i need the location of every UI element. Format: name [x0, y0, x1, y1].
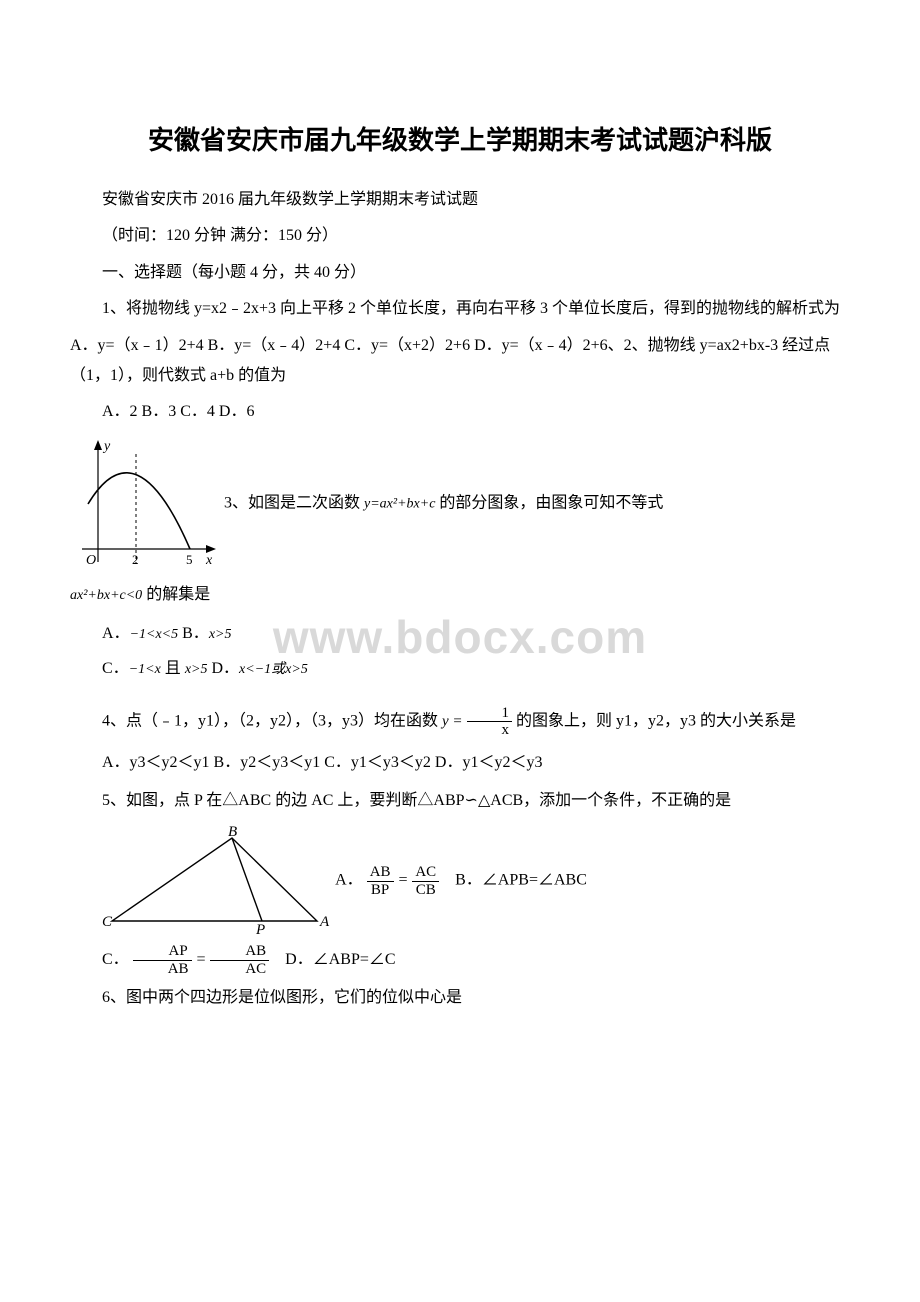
subtitle: 安徽省安庆市 2016 届九年级数学上学期期末考试试题 [70, 185, 850, 215]
question-3-options-cd: C．−1<x 且 x>5 D．x<−1或x>5 [70, 651, 850, 686]
vertex-a: A [319, 914, 330, 930]
parabola-figure: y x O 2 5 [70, 434, 220, 574]
origin-label: O [86, 553, 96, 568]
frac-ap-ab: AP AB [133, 943, 192, 977]
frac-1-x: 1 x [467, 705, 513, 739]
section-heading: 一、选择题（每小题 4 分，共 40 分） [70, 258, 850, 288]
opt-b-expr: x>5 [209, 627, 232, 642]
opt-c-expr2: x>5 [185, 662, 208, 677]
opt-c-pre: C． [102, 660, 129, 677]
frac-den: BP [367, 882, 394, 899]
question-3-text-a: 3、如图是二次函数 [224, 494, 360, 511]
opt-d-expr: x<−1或x>5 [239, 662, 308, 677]
frac-den: x [467, 722, 513, 739]
opt-a-expr: −1<x<5 [130, 627, 179, 642]
frac-num: AC [412, 864, 439, 882]
question-5-options-cd: C． AP AB = AB AC D．∠ABP=∠C [70, 942, 850, 977]
question-3-row2: ax²+bx+c<0 的解集是 [70, 580, 850, 610]
expr-y1x-lhs: y = [442, 713, 463, 729]
question-1-options: A．y=（x﹣1）2+4 B．y=（x﹣4）2+4 C．y=（x+2）2+6 D… [70, 331, 850, 392]
q5-opt-d: D．∠ABP=∠C [285, 951, 395, 968]
tick-2: 2 [132, 552, 139, 567]
question-3-options-ab: A．−1<x<5 B．x>5 [70, 616, 850, 651]
eq-sign: = [196, 951, 211, 968]
question-4-row: 4、点（﹣1，y1），（2，y2），（3，y3）均在函数 y = 1 x 的图象… [70, 705, 850, 739]
frac-den: AB [133, 961, 192, 978]
x-axis-label: x [205, 553, 213, 568]
vertex-p: P [255, 922, 265, 936]
question-5: 5、如图，点 P 在△ABC 的边 AC 上，要判断△ABP∽△ACB，添加一个… [70, 786, 850, 816]
question-6: 6、图中两个四边形是位似图形，它们的位似中心是 [70, 983, 850, 1013]
expr-yabc: y=ax²+bx+c [364, 496, 435, 511]
frac-ac-cb: AC CB [412, 864, 439, 898]
frac-num: AB [367, 864, 394, 882]
opt-d-pre: D． [211, 660, 239, 677]
opt-b-pre: B． [182, 625, 209, 642]
frac-num: AP [133, 943, 192, 961]
frac-num: 1 [467, 705, 513, 723]
eq-sign: = [398, 872, 413, 889]
question-3-text-c: 的解集是 [146, 586, 210, 603]
y-axis-label: y [102, 439, 111, 454]
frac-ab-bp: AB BP [367, 864, 394, 898]
question-1: 1、将抛物线 y=x2﹣2x+3 向上平移 2 个单位长度，再向右平移 3 个单… [70, 294, 850, 324]
opt-c-expr1: −1<x [129, 662, 161, 677]
question-5-fig-row: C A B P A． AB BP = AC CB B．∠APB=∠ABC [70, 826, 850, 936]
page-title: 安徽省安庆市届九年级数学上学期期末考试试题沪科版 [70, 120, 850, 157]
frac-den: CB [412, 882, 439, 899]
question-3-row: y x O 2 5 3、如图是二次函数 y=ax²+bx+c 的部分图象，由图象… [70, 434, 850, 574]
question-4-text-a: 4、点（﹣1，y1），（2，y2），（3，y3）均在函数 [102, 712, 438, 729]
frac-ab-ac: AB AC [210, 943, 269, 977]
tick-5: 5 [186, 552, 193, 567]
opt-a-pre: A． [102, 625, 130, 642]
opt-c-mid: 且 [161, 660, 185, 677]
q5-opt-b: B．∠APB=∠ABC [455, 872, 587, 889]
question-4-text-b: 的图象上，则 y1，y2，y3 的大小关系是 [516, 712, 796, 729]
vertex-c: C [102, 914, 113, 930]
question-3-text-b: 的部分图象，由图象可知不等式 [439, 494, 663, 511]
frac-num: AB [210, 943, 269, 961]
triangle-figure: C A B P [102, 826, 332, 936]
q5-opt-c-pre: C． [102, 951, 129, 968]
exam-info: （时间：120 分钟 满分：150 分） [70, 221, 850, 251]
frac-den: AC [210, 961, 269, 978]
expr-ineq: ax²+bx+c<0 [70, 588, 142, 603]
q5-opt-a-pre: A． [335, 872, 363, 889]
vertex-b: B [228, 826, 237, 840]
question-4-options: A．y3＜y2＜y1 B．y2＜y3＜y1 C．y1＜y3＜y2 D．y1＜y2… [70, 745, 850, 780]
question-2-options: A．2 B．3 C．4 D．6 [70, 397, 850, 427]
